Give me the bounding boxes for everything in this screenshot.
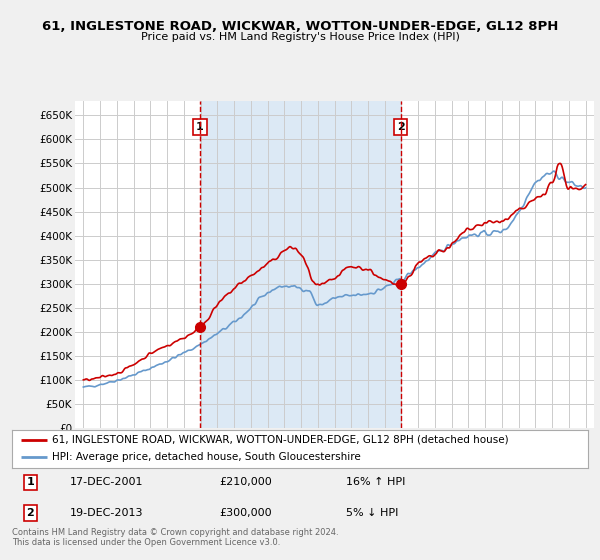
Text: 2: 2 [26, 508, 34, 518]
Text: £210,000: £210,000 [220, 478, 272, 487]
Text: HPI: Average price, detached house, South Gloucestershire: HPI: Average price, detached house, Sout… [52, 452, 361, 463]
Text: 16% ↑ HPI: 16% ↑ HPI [346, 478, 406, 487]
Text: 5% ↓ HPI: 5% ↓ HPI [346, 508, 398, 518]
Text: Contains HM Land Registry data © Crown copyright and database right 2024.
This d: Contains HM Land Registry data © Crown c… [12, 528, 338, 548]
Text: 61, INGLESTONE ROAD, WICKWAR, WOTTON-UNDER-EDGE, GL12 8PH: 61, INGLESTONE ROAD, WICKWAR, WOTTON-UND… [42, 20, 558, 32]
Text: 61, INGLESTONE ROAD, WICKWAR, WOTTON-UNDER-EDGE, GL12 8PH (detached house): 61, INGLESTONE ROAD, WICKWAR, WOTTON-UND… [52, 435, 509, 445]
Text: 17-DEC-2001: 17-DEC-2001 [70, 478, 143, 487]
Text: 1: 1 [26, 478, 34, 487]
Bar [200, 101, 401, 428]
Text: £300,000: £300,000 [220, 508, 272, 518]
Text: 2: 2 [397, 122, 404, 132]
Text: 19-DEC-2013: 19-DEC-2013 [70, 508, 143, 518]
Text: Price paid vs. HM Land Registry's House Price Index (HPI): Price paid vs. HM Land Registry's House … [140, 32, 460, 43]
Text: 1: 1 [196, 122, 204, 132]
